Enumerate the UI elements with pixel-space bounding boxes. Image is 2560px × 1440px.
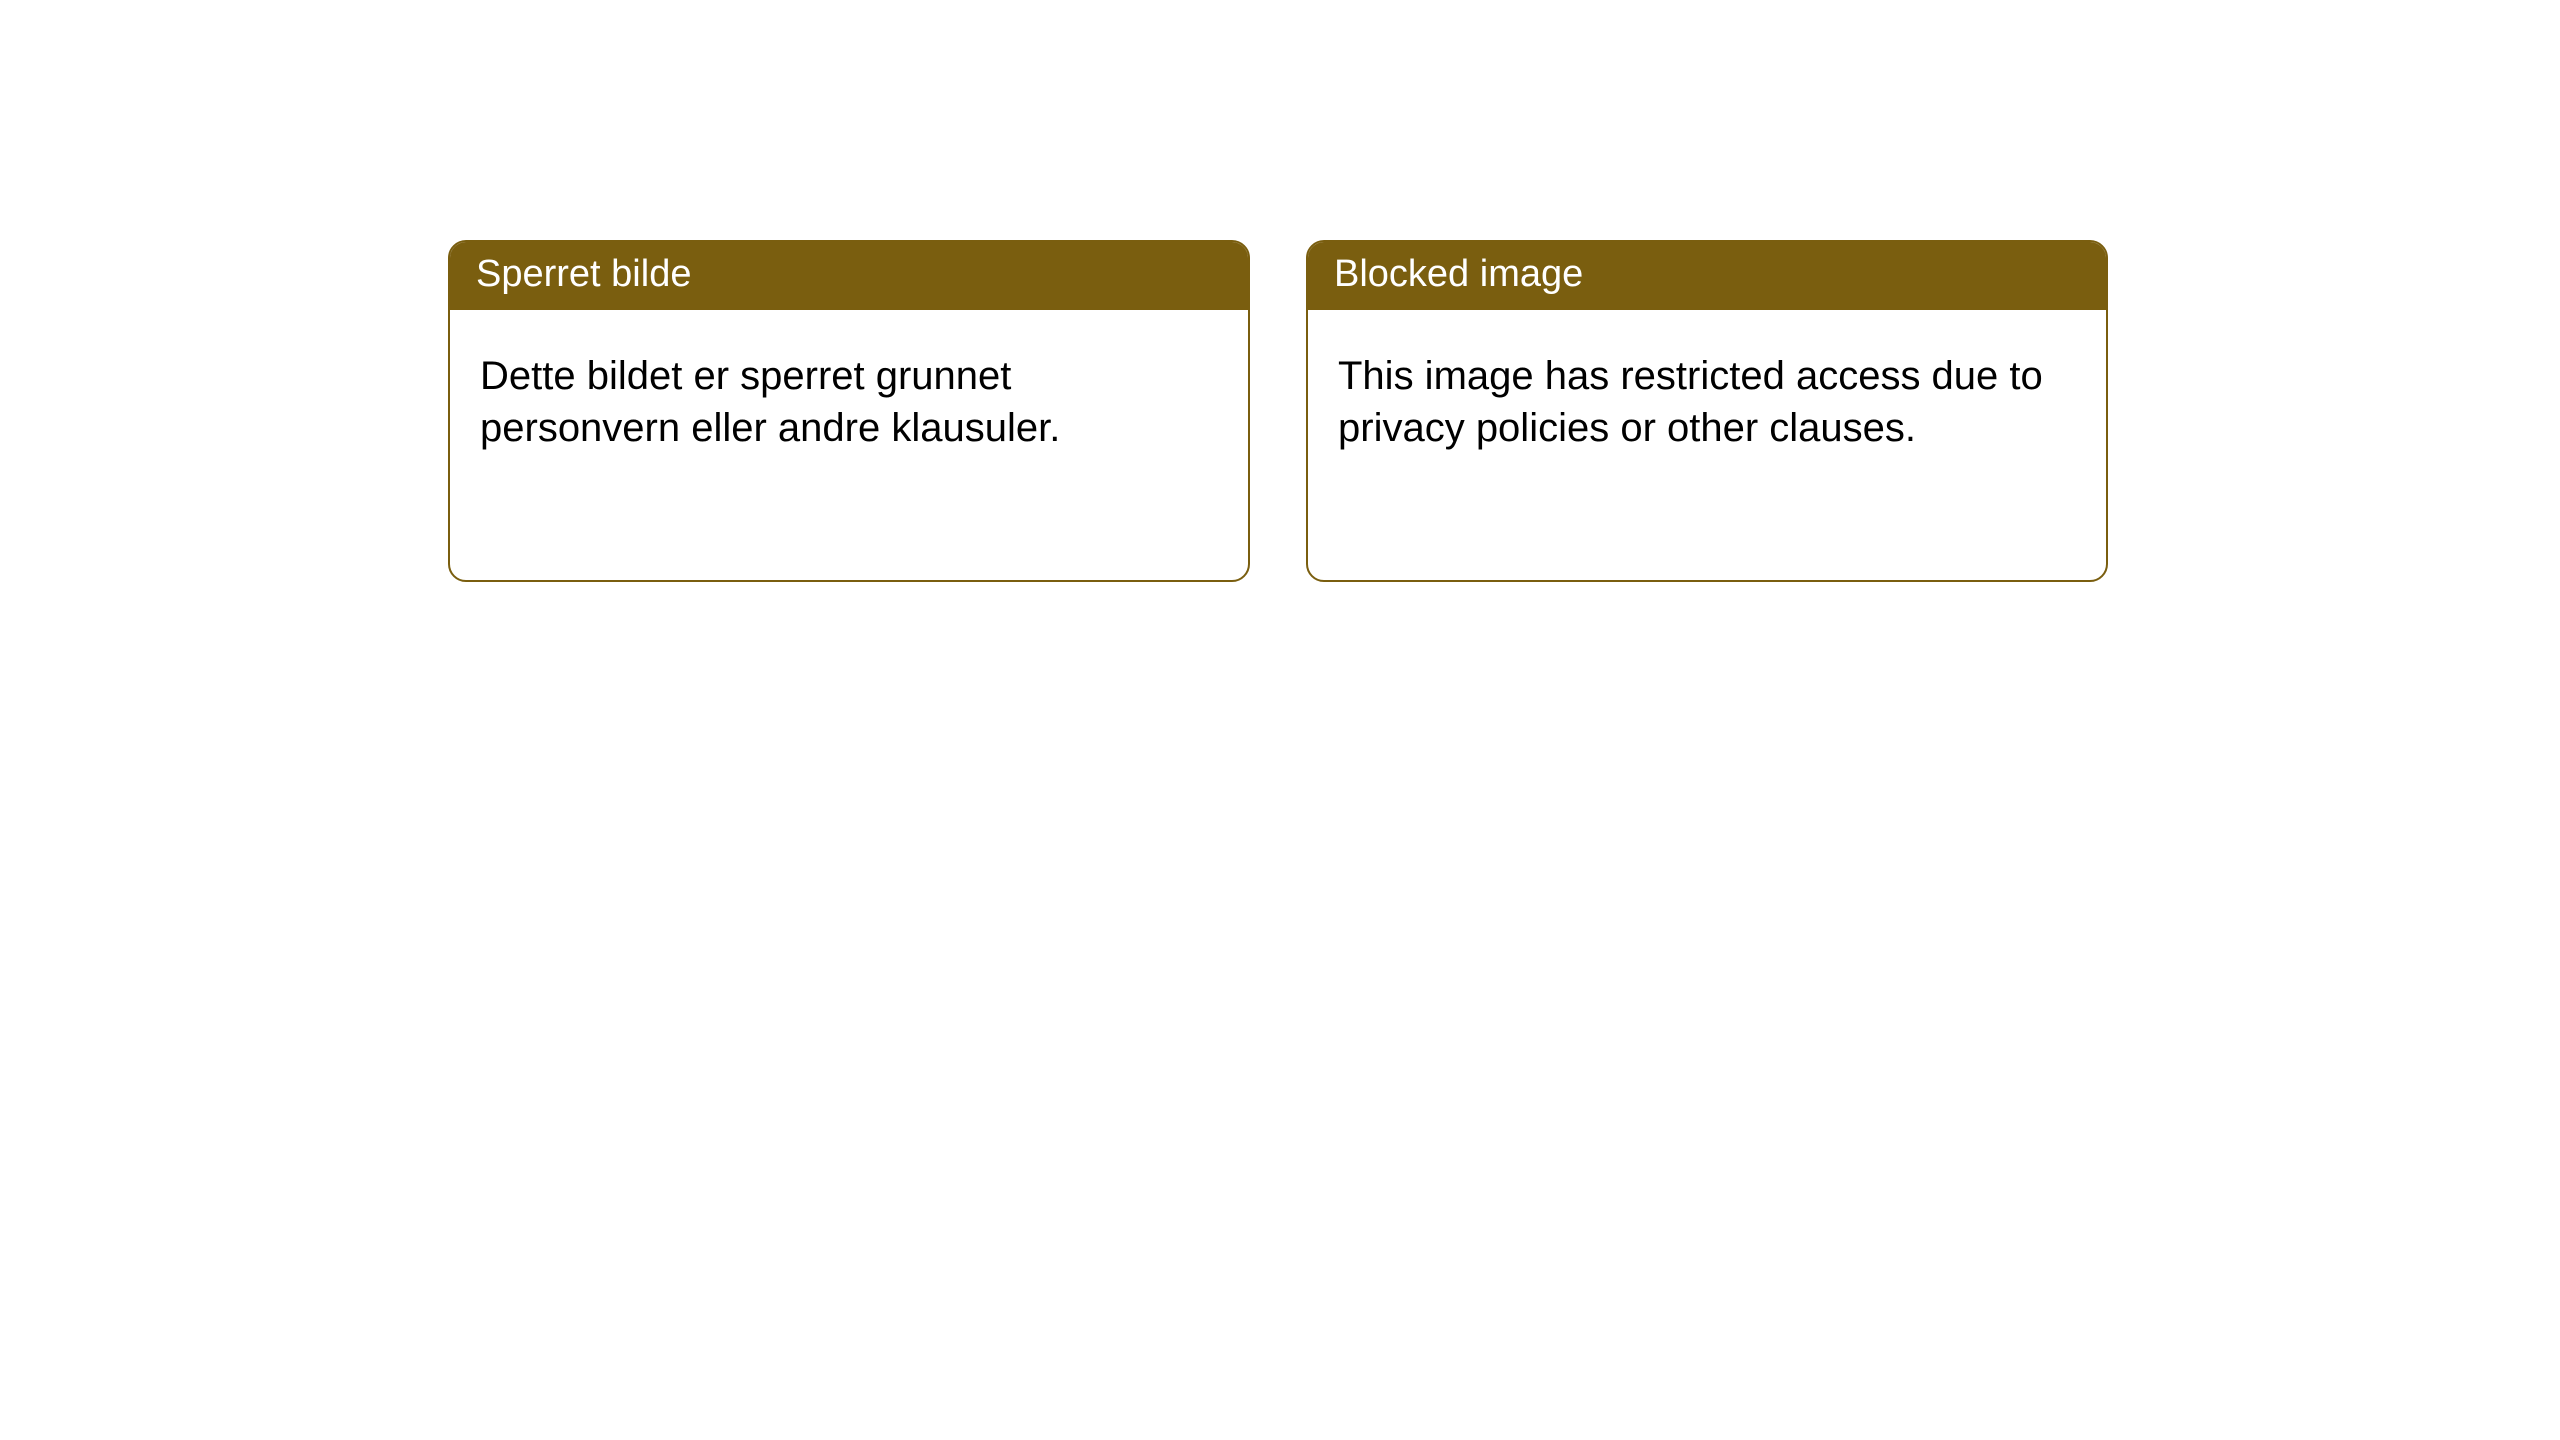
notice-card-norwegian: Sperret bilde Dette bildet er sperret gr… [448,240,1250,582]
card-header-english: Blocked image [1308,242,2106,310]
card-body-norwegian: Dette bildet er sperret grunnet personve… [450,310,1248,580]
card-header-norwegian: Sperret bilde [450,242,1248,310]
card-body-english: This image has restricted access due to … [1308,310,2106,580]
notice-container: Sperret bilde Dette bildet er sperret gr… [448,240,2108,582]
notice-card-english: Blocked image This image has restricted … [1306,240,2108,582]
